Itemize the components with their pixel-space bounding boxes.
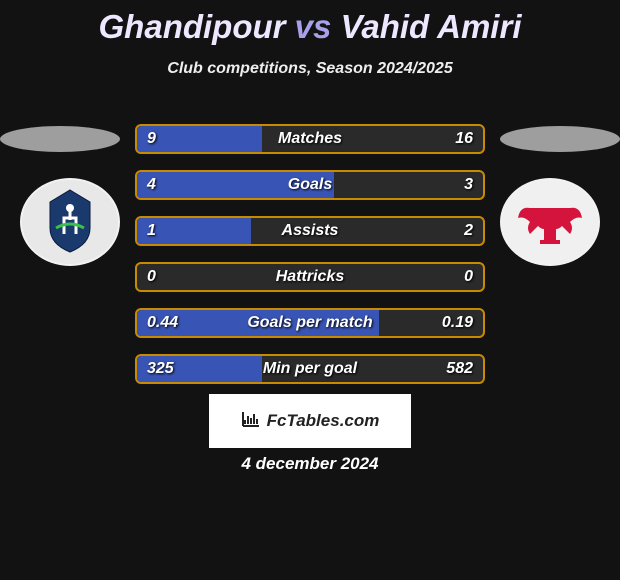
stat-row: 0.44Goals per match0.19	[135, 308, 485, 338]
stat-right-value: 16	[455, 126, 473, 152]
stat-right-value: 3	[464, 172, 473, 198]
stat-label: Hattricks	[137, 264, 483, 290]
vs-text: vs	[295, 8, 332, 45]
stat-label: Matches	[137, 126, 483, 152]
subtitle: Club competitions, Season 2024/2025	[0, 60, 620, 78]
stat-row: 4Goals3	[135, 170, 485, 200]
stat-label: Goals per match	[137, 310, 483, 336]
brand-text: FcTables.com	[267, 411, 380, 431]
stat-right-value: 2	[464, 218, 473, 244]
chart-icon	[241, 410, 261, 433]
stat-right-value: 0	[464, 264, 473, 290]
club-crest-left	[20, 178, 120, 266]
stat-row: 0Hattricks0	[135, 262, 485, 292]
page-title: Ghandipour vs Vahid Amiri	[0, 0, 620, 46]
stat-label: Assists	[137, 218, 483, 244]
club-crest-right	[500, 178, 600, 266]
stat-right-value: 582	[446, 356, 473, 382]
player2-name: Vahid Amiri	[341, 8, 522, 45]
stat-row: 9Matches16	[135, 124, 485, 154]
brand-badge: FcTables.com	[209, 394, 411, 448]
shadow-oval-right	[500, 126, 620, 152]
date-label: 4 december 2024	[0, 454, 620, 474]
player1-name: Ghandipour	[99, 8, 286, 45]
stat-right-value: 0.19	[442, 310, 473, 336]
stats-table: 9Matches16 4Goals3 1Assists2 0Hattricks0 0.4…	[135, 124, 485, 400]
stat-row: 1Assists2	[135, 216, 485, 246]
shadow-oval-left	[0, 126, 120, 152]
stat-row: 325Min per goal582	[135, 354, 485, 384]
stat-label: Min per goal	[137, 356, 483, 382]
stat-label: Goals	[137, 172, 483, 198]
